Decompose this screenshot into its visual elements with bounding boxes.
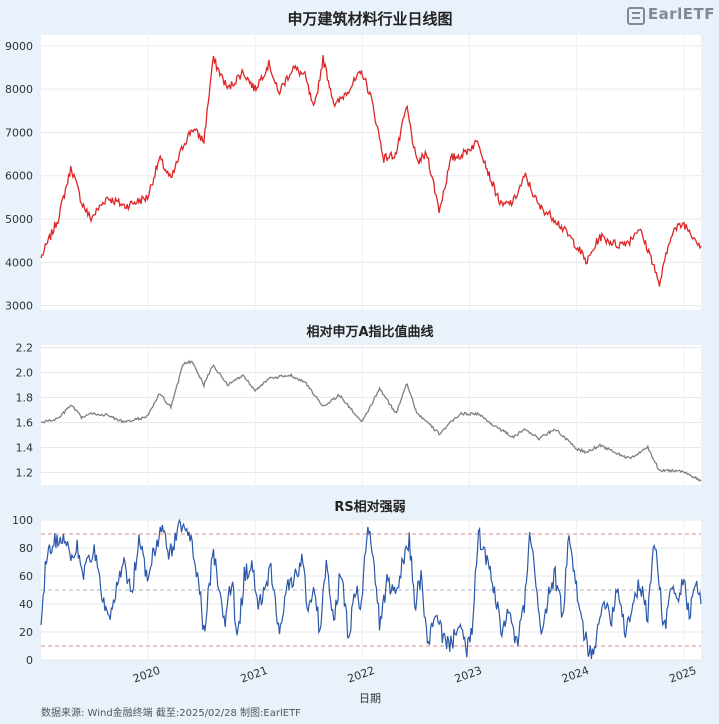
y-tick-label: 60 <box>19 570 33 583</box>
y-tick-label: 1.6 <box>16 417 34 430</box>
y-tick-label: 2.2 <box>16 342 34 355</box>
price-y-axis: 3000 4000 5000 6000 7000 8000 9000 <box>5 40 33 313</box>
ratio-series-line <box>40 359 702 482</box>
y-tick-label: 5000 <box>5 213 33 226</box>
price-chart-title: 申万建筑材料行业日线图 <box>287 10 452 28</box>
ratio-grid <box>41 345 701 485</box>
price-panel: 3000 4000 5000 6000 7000 8000 9000 申万建筑材料行业日线图 <box>5 10 702 313</box>
ratio-chart-title: 相对申万A指比值曲线 <box>306 324 433 340</box>
rs-grid <box>41 519 701 661</box>
rs-guide-lines <box>41 533 701 647</box>
y-tick-label: 4000 <box>5 256 33 269</box>
price-grid <box>41 35 701 310</box>
logo-text: EarlETF <box>647 5 715 23</box>
y-tick-label: 80 <box>19 542 33 555</box>
price-plot-area <box>41 35 701 310</box>
y-tick-label: 1.8 <box>16 392 34 405</box>
y-tick-label: 2.0 <box>16 367 34 380</box>
y-tick-label: 6000 <box>5 170 33 183</box>
rs-chart-title: RS相对强弱 <box>334 499 405 515</box>
y-tick-label: 0 <box>26 654 33 667</box>
y-tick-label: 100 <box>12 514 33 527</box>
y-tick-label: 1.4 <box>16 442 34 455</box>
rs-series-line <box>40 518 702 660</box>
y-tick-label: 7000 <box>5 126 33 139</box>
y-tick-label: 9000 <box>5 40 33 53</box>
y-tick-label: 40 <box>19 598 33 611</box>
y-tick-label: 1.2 <box>16 467 34 480</box>
footer-source: 数据来源: Wind金融终端 截至:2025/02/28 制图:EarlETF <box>41 706 301 719</box>
rs-y-axis: 0 20 40 60 80 100 <box>12 514 33 667</box>
brand-logo: EarlETF <box>626 5 715 29</box>
y-tick-label: 20 <box>19 626 33 639</box>
price-series-line <box>40 55 702 287</box>
y-tick-label: 8000 <box>5 83 33 96</box>
ratio-panel: 1.2 1.4 1.6 1.8 2.0 2.2 相对申万A指比值曲线 <box>16 324 702 485</box>
ratio-y-axis: 1.2 1.4 1.6 1.8 2.0 2.2 <box>16 342 34 480</box>
ratio-plot-area <box>41 345 701 485</box>
y-tick-label: 3000 <box>5 300 33 313</box>
logo-icon <box>626 7 645 25</box>
x-axis-label: 日期 <box>359 692 381 705</box>
